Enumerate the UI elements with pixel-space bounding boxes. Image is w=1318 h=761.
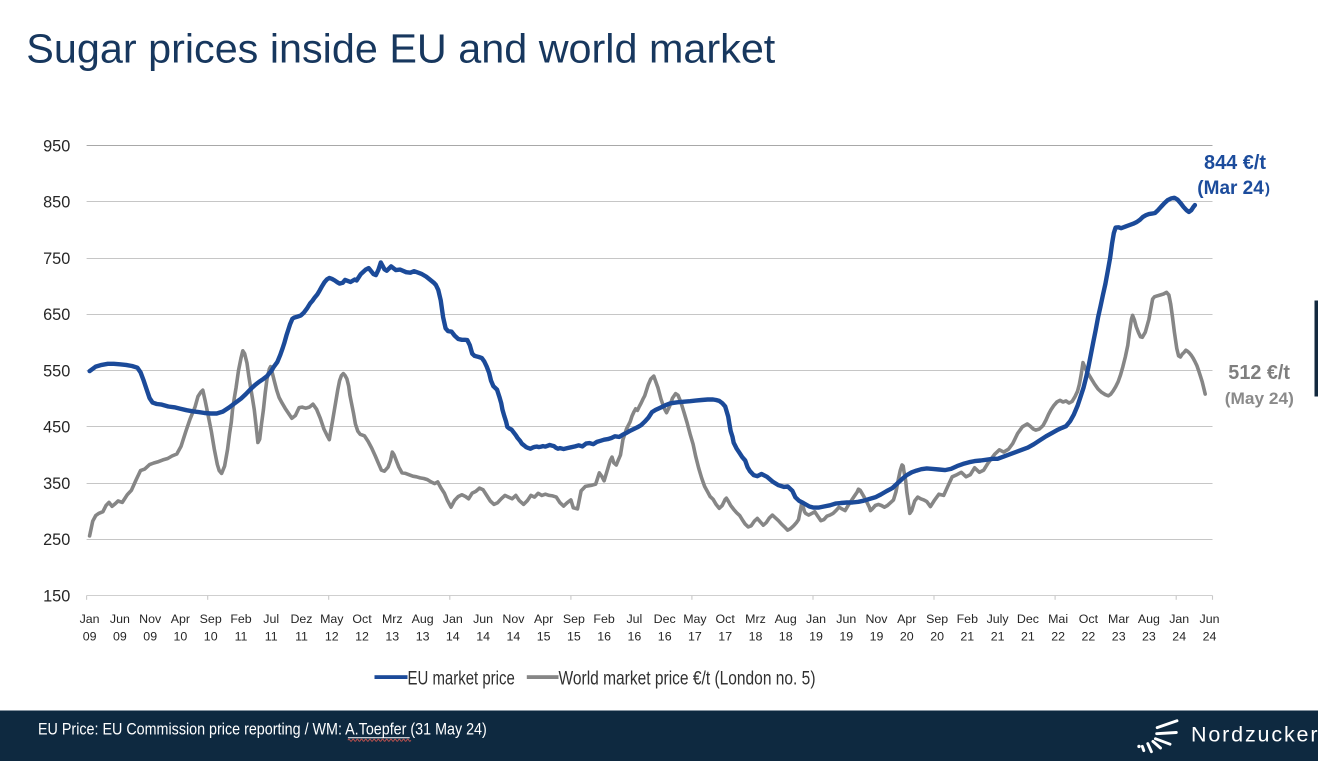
svg-text:EU Price: EU Commission price: EU Price: EU Commission price reporting …: [38, 721, 487, 739]
svg-text:512 €/t: 512 €/t: [1228, 362, 1290, 384]
svg-text:Jul: Jul: [263, 612, 279, 626]
svg-text:EU market price: EU market price: [408, 667, 515, 689]
svg-text:20: 20: [930, 629, 944, 643]
svg-text:Jan: Jan: [80, 612, 100, 626]
svg-text:12: 12: [325, 629, 339, 643]
svg-text:13: 13: [416, 629, 430, 643]
svg-text:09: 09: [83, 629, 97, 643]
svg-text:09: 09: [143, 629, 157, 643]
svg-text:Oct: Oct: [352, 612, 372, 626]
svg-text:Apr: Apr: [171, 612, 190, 626]
svg-text:850: 850: [43, 194, 70, 212]
svg-text:Mai: Mai: [1048, 612, 1068, 626]
svg-text:May: May: [320, 612, 344, 626]
svg-text:15: 15: [537, 629, 551, 643]
svg-text:Aug: Aug: [775, 612, 797, 626]
svg-text:Aug: Aug: [412, 612, 434, 626]
svg-text:Feb: Feb: [230, 612, 251, 626]
svg-text:Sep: Sep: [200, 612, 222, 626]
svg-text:750: 750: [43, 250, 70, 268]
svg-text:Mrz: Mrz: [745, 612, 766, 626]
svg-text:Jun: Jun: [473, 612, 493, 626]
svg-text:Jun: Jun: [836, 612, 856, 626]
svg-text:10: 10: [204, 629, 218, 643]
svg-text:14: 14: [507, 629, 521, 643]
svg-text:24: 24: [1203, 629, 1217, 643]
svg-text:Jan: Jan: [443, 612, 463, 626]
svg-text:Jan: Jan: [806, 612, 826, 626]
svg-text:Dez: Dez: [290, 612, 312, 626]
svg-text:Oct: Oct: [1079, 612, 1099, 626]
svg-text:Jun: Jun: [110, 612, 130, 626]
svg-text:Nov: Nov: [502, 612, 525, 626]
svg-text:11: 11: [265, 629, 278, 643]
svg-text:May: May: [683, 612, 707, 626]
svg-text:Apr: Apr: [534, 612, 553, 626]
svg-text:Mar: Mar: [1108, 612, 1129, 626]
svg-text:14: 14: [476, 629, 490, 643]
svg-text:16: 16: [628, 629, 642, 643]
svg-text:16: 16: [597, 629, 611, 643]
svg-text:10: 10: [174, 629, 188, 643]
svg-text:14: 14: [446, 629, 460, 643]
svg-text:15: 15: [567, 629, 581, 643]
svg-text:19: 19: [839, 629, 853, 643]
svg-text:18: 18: [749, 629, 763, 643]
svg-text:950: 950: [43, 137, 70, 155]
svg-text:Feb: Feb: [593, 612, 614, 626]
svg-text:19: 19: [870, 629, 884, 643]
svg-text:13: 13: [385, 629, 399, 643]
svg-text:17: 17: [718, 629, 732, 643]
svg-text:Nov: Nov: [139, 612, 162, 626]
svg-text:Apr: Apr: [897, 612, 916, 626]
svg-text:24: 24: [1172, 629, 1186, 643]
svg-text:12: 12: [355, 629, 369, 643]
svg-text:): ): [1265, 181, 1270, 198]
svg-text:550: 550: [43, 362, 70, 380]
svg-text:09: 09: [113, 629, 127, 643]
svg-text:21: 21: [960, 629, 974, 643]
svg-text:July: July: [987, 612, 1010, 626]
svg-text:21: 21: [991, 629, 1005, 643]
svg-text:11: 11: [295, 629, 308, 643]
svg-text:22: 22: [1051, 629, 1065, 643]
svg-text:250: 250: [43, 531, 70, 549]
svg-text:Oct: Oct: [716, 612, 736, 626]
svg-text:20: 20: [900, 629, 914, 643]
svg-text:(May 24): (May 24): [1225, 389, 1294, 408]
svg-text:19: 19: [809, 629, 823, 643]
svg-text:844 €/t: 844 €/t: [1204, 152, 1266, 174]
svg-text:(Mar 24: (Mar 24: [1197, 177, 1264, 199]
svg-text:21: 21: [1021, 629, 1035, 643]
svg-text:150: 150: [43, 587, 70, 605]
svg-text:350: 350: [43, 475, 70, 493]
svg-text:Dec: Dec: [654, 612, 676, 626]
svg-text:11: 11: [235, 629, 248, 643]
svg-text:Dec: Dec: [1017, 612, 1039, 626]
svg-text:Jul: Jul: [626, 612, 642, 626]
svg-text:22: 22: [1082, 629, 1096, 643]
svg-text:450: 450: [43, 419, 70, 437]
svg-text:Jun: Jun: [1200, 612, 1220, 626]
svg-text:Mrz: Mrz: [382, 612, 403, 626]
svg-text:Feb: Feb: [957, 612, 978, 626]
svg-text:650: 650: [43, 306, 70, 324]
svg-text:Sep: Sep: [926, 612, 948, 626]
svg-text:Jan: Jan: [1169, 612, 1189, 626]
svg-text:23: 23: [1142, 629, 1156, 643]
svg-text:16: 16: [658, 629, 672, 643]
svg-text:World market price €/t (London: World market price €/t (London no. 5): [559, 667, 816, 689]
svg-text:17: 17: [688, 629, 702, 643]
svg-text:18: 18: [779, 629, 793, 643]
svg-text:Nov: Nov: [865, 612, 888, 626]
svg-text:Nordzucker: Nordzucker: [1191, 723, 1318, 747]
svg-text:Sugar prices inside EU and wor: Sugar prices inside EU and world market: [26, 26, 776, 72]
svg-text:Aug: Aug: [1138, 612, 1160, 626]
svg-text:23: 23: [1112, 629, 1126, 643]
svg-text:Sep: Sep: [563, 612, 585, 626]
